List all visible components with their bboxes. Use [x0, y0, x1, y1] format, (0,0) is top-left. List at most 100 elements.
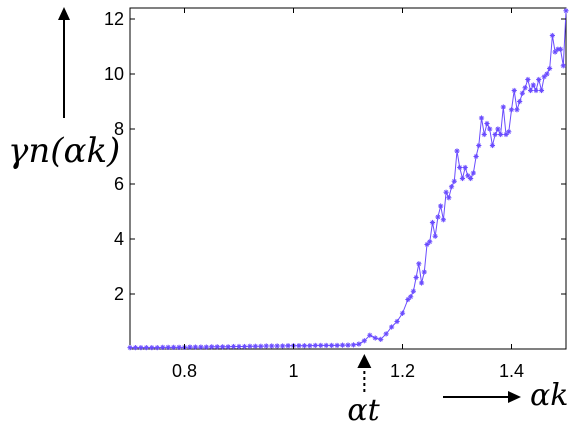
data-point [519, 90, 525, 96]
data-point [399, 310, 406, 316]
data-point [165, 344, 171, 350]
plot-area [129, 7, 567, 350]
data-point [446, 195, 452, 201]
data-point [448, 184, 455, 190]
data-point [176, 344, 182, 350]
x-tick-label: 0.8 [172, 361, 197, 381]
data-point [525, 76, 531, 83]
data-point [549, 32, 555, 39]
x-tick-label: 1.2 [390, 361, 415, 381]
data-point [459, 175, 466, 182]
data-point [329, 342, 335, 349]
data-point [468, 175, 474, 182]
data-point [154, 345, 160, 351]
data-point [478, 115, 485, 121]
data-point [127, 345, 133, 351]
data-point [506, 129, 512, 135]
y-tick-label: 2 [114, 284, 124, 304]
data-point [462, 164, 468, 171]
data-point [247, 343, 253, 349]
data-point [527, 87, 534, 94]
data-point [394, 318, 400, 325]
xlabel-arrow [443, 391, 521, 403]
data-point [220, 344, 226, 350]
data-point [307, 343, 313, 349]
data-point [263, 343, 269, 349]
data-point [230, 343, 237, 350]
data-point [323, 342, 329, 349]
data-point [258, 343, 264, 349]
data-point [192, 344, 198, 350]
data-point [470, 170, 476, 176]
ylabel-arrow [58, 7, 70, 118]
x-tick-label: 1.4 [499, 361, 524, 381]
x-tick-label: 1 [288, 361, 298, 381]
data-point [533, 87, 539, 94]
data-point [301, 343, 307, 349]
data-point [557, 46, 564, 52]
data-point [389, 324, 395, 330]
data-point [274, 343, 280, 349]
data-point [484, 120, 490, 127]
data-point [511, 87, 517, 94]
data-point [334, 342, 340, 349]
data-point [198, 344, 204, 350]
data-point [209, 344, 215, 350]
data-point [285, 343, 291, 349]
alpha-t-arrow [357, 354, 372, 392]
data-point [241, 343, 248, 350]
data-point [214, 344, 220, 350]
data-point [413, 274, 419, 281]
data-point [350, 342, 357, 348]
data-point [530, 82, 536, 88]
y-tick-label: 4 [114, 229, 124, 249]
data-point [473, 153, 479, 160]
data-point [367, 332, 373, 338]
data-point [280, 343, 286, 349]
x-axis-label: αk [530, 378, 568, 413]
data-point [489, 142, 496, 149]
data-point [416, 261, 422, 267]
data-point [269, 343, 275, 349]
data-point [435, 214, 441, 220]
data-point [339, 342, 346, 348]
data-point [427, 239, 433, 245]
data-point [378, 336, 384, 342]
data-point [440, 217, 446, 223]
data-point [171, 344, 177, 350]
data-point [522, 85, 528, 91]
data-point [296, 343, 302, 349]
data-point [492, 131, 498, 138]
data-point [236, 343, 242, 350]
data-point [457, 164, 463, 171]
data-point [132, 345, 139, 351]
series-layer [127, 8, 569, 351]
data-point [476, 142, 482, 149]
data-point [517, 98, 523, 105]
ticks-layer: 0.8 1 1.2 1.4 2 4 6 8 10 12 [104, 8, 566, 381]
y-tick-label: 6 [114, 174, 124, 194]
data-point [454, 148, 460, 154]
data-point [356, 341, 362, 347]
data-point [487, 126, 493, 132]
y-axis-label: γn(αk) [8, 131, 120, 171]
y-tick-label: 12 [104, 9, 124, 29]
data-point [429, 219, 436, 226]
data-point [432, 233, 438, 239]
alpha-t-label: αt [347, 393, 380, 428]
data-point [160, 344, 166, 350]
data-point [345, 342, 351, 348]
data-point [252, 343, 258, 349]
data-point [225, 344, 231, 350]
data-point [498, 131, 504, 138]
data-point [443, 189, 449, 195]
data-point [544, 71, 550, 77]
data-point [138, 345, 144, 351]
data-point [563, 8, 569, 14]
data-point [438, 203, 444, 209]
y-tick-label: 10 [104, 64, 124, 84]
data-point [372, 335, 378, 341]
data-point [421, 269, 427, 275]
data-point [514, 107, 520, 113]
